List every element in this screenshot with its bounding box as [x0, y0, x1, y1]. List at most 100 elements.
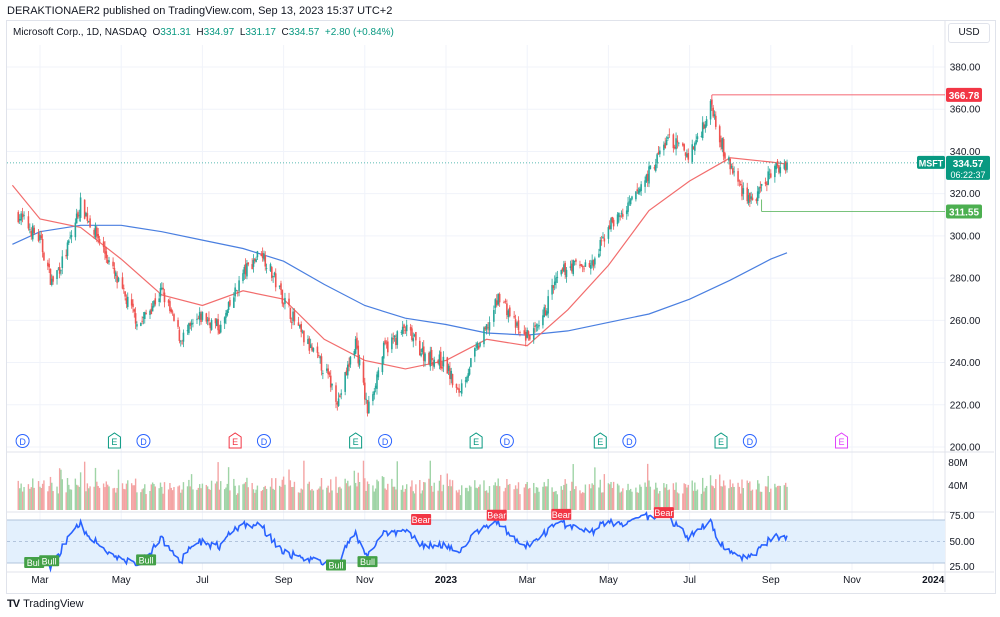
volume-bar	[478, 486, 480, 510]
volume-bar	[365, 490, 367, 510]
candle-body	[691, 144, 694, 162]
candle-body	[75, 213, 78, 224]
candle-body	[413, 334, 416, 336]
candle-body	[83, 199, 86, 219]
candle-body	[319, 356, 321, 359]
candle-body	[198, 311, 201, 320]
volume-bar	[56, 486, 58, 510]
candle-body	[273, 272, 276, 275]
volume-bar	[261, 489, 264, 510]
candle-body	[542, 315, 544, 326]
volume-bar	[757, 480, 759, 510]
volume-bar	[741, 479, 743, 510]
candle-body	[737, 171, 739, 182]
dividend-icon	[742, 434, 757, 448]
volume-bar	[237, 493, 239, 510]
candle-body	[112, 261, 114, 267]
volume-bar	[396, 461, 398, 510]
volume-bar	[150, 484, 153, 510]
candle-body	[256, 251, 259, 258]
price-tick: 320.00	[950, 189, 981, 200]
volume-bar	[337, 487, 340, 510]
volume-bar	[142, 488, 145, 510]
candle-body	[724, 153, 726, 159]
volume-bar	[218, 489, 221, 510]
candle-body	[618, 212, 620, 218]
candle-body	[68, 240, 70, 243]
change-value: +2.80 (+0.84%)	[324, 27, 394, 38]
volume-bar	[609, 484, 611, 510]
candle-body	[610, 218, 612, 230]
candle-body	[442, 356, 445, 367]
volume-bar	[226, 483, 228, 510]
divergence-label-bull	[39, 555, 60, 567]
volume-bar	[217, 462, 219, 510]
volume-bar	[52, 491, 54, 510]
candle-body	[742, 188, 745, 194]
candle-body	[485, 324, 488, 330]
divergence-label-text: Bear	[552, 510, 571, 520]
candle-body	[441, 366, 443, 369]
tradingview-brand[interactable]: TV TradingView	[7, 598, 84, 610]
candle-body	[429, 351, 432, 367]
dividend-icon-label: D	[140, 437, 147, 447]
candle-body	[265, 268, 268, 269]
time-tick: Jul	[683, 575, 696, 586]
candle-body	[696, 136, 699, 140]
candle-body	[356, 337, 358, 349]
candle-body	[474, 348, 476, 357]
candle-body	[327, 368, 329, 375]
volume-bar	[476, 488, 479, 510]
candle-body	[102, 241, 105, 248]
candle-body	[529, 335, 531, 340]
volume-bar	[205, 484, 208, 510]
volume-bar	[339, 486, 341, 510]
candle-body	[163, 292, 166, 303]
candle-body	[236, 292, 239, 294]
candle-body	[171, 311, 174, 313]
high-price-badge	[946, 87, 982, 102]
candle-body	[233, 297, 235, 308]
candle-body	[162, 287, 164, 290]
candle-body	[728, 157, 730, 161]
volume-bar	[51, 482, 53, 510]
volume-bar	[233, 478, 235, 510]
candle-body	[179, 340, 182, 342]
volume-bar	[252, 489, 255, 510]
candle-body	[320, 356, 323, 371]
volume-bar	[188, 479, 190, 510]
candle-body	[599, 239, 602, 252]
earnings-icon-label: E	[597, 437, 603, 447]
volume-bar	[269, 486, 272, 510]
volume-bar	[39, 486, 41, 510]
low-price-badge	[946, 204, 982, 219]
volume-bar	[288, 469, 290, 510]
volume-bar	[484, 490, 486, 510]
candle-body	[307, 339, 309, 344]
candle-body	[366, 400, 369, 414]
volume-bar	[412, 491, 414, 510]
low-value: 331.17	[245, 27, 276, 38]
currency-button[interactable]: USD	[948, 23, 990, 43]
volume-bar	[140, 492, 142, 510]
divergence-label-bull	[357, 556, 378, 568]
candle-body	[154, 298, 157, 305]
volume-bar	[493, 485, 495, 510]
volume-bar	[438, 480, 441, 510]
candle-body	[167, 300, 170, 303]
dividend-icon-label: D	[19, 437, 26, 447]
volume-bar	[32, 478, 34, 510]
volume-bar	[733, 486, 735, 510]
candle-body	[251, 264, 253, 270]
candle-body	[210, 319, 213, 330]
volume-bar	[419, 480, 421, 510]
volume-bar	[535, 487, 538, 510]
volume-bar	[667, 490, 669, 510]
volume-bar	[225, 487, 227, 510]
candle-body	[720, 139, 722, 148]
volume-bar	[327, 485, 329, 510]
volume-bar	[424, 482, 426, 510]
volume-bar	[786, 486, 788, 510]
volume-bar	[665, 484, 668, 510]
